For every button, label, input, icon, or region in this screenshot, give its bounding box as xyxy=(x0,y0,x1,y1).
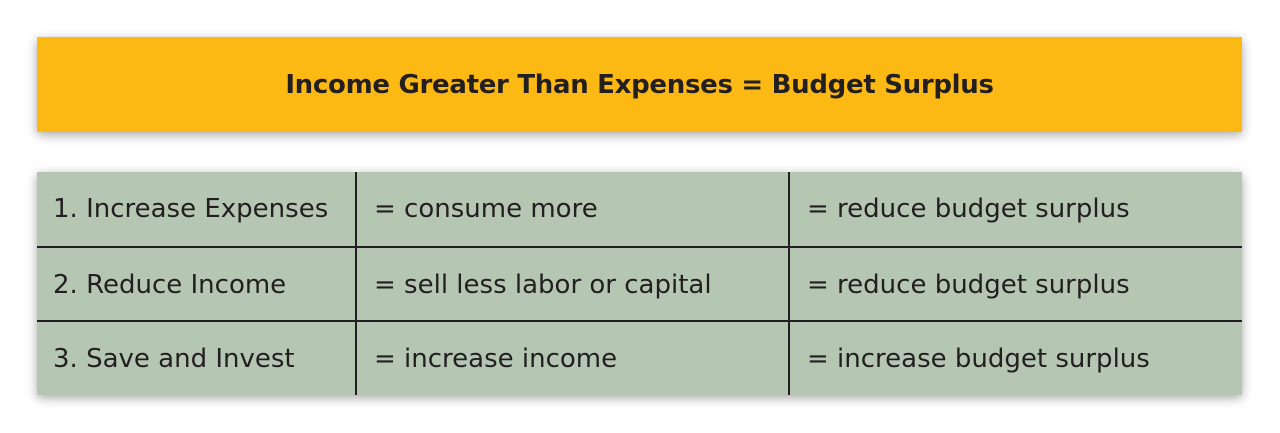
table-cell-result: = reduce budget surplus xyxy=(807,194,1130,224)
column-divider xyxy=(788,172,790,395)
table-cell-action: 3. Save and Invest xyxy=(53,344,295,374)
table-cell-result: = increase budget surplus xyxy=(807,344,1150,374)
budget-table: 1. Increase Expenses = consume more = re… xyxy=(37,172,1242,395)
table-cell-result: = reduce budget surplus xyxy=(807,270,1130,300)
table-cell-meaning: = sell less labor or capital xyxy=(374,270,712,300)
table-cell-action: 2. Reduce Income xyxy=(53,270,287,300)
table-cell-meaning: = consume more xyxy=(374,194,598,224)
table-row: 3. Save and Invest = increase income = i… xyxy=(37,320,1242,396)
column-divider xyxy=(355,172,357,395)
table-row: 2. Reduce Income = sell less labor or ca… xyxy=(37,246,1242,322)
table-cell-action: 1. Increase Expenses xyxy=(53,194,329,224)
page-title: Income Greater Than Expenses = Budget Su… xyxy=(285,69,994,100)
table-cell-meaning: = increase income xyxy=(374,344,618,374)
table-row: 1. Increase Expenses = consume more = re… xyxy=(37,172,1242,246)
title-banner: Income Greater Than Expenses = Budget Su… xyxy=(37,37,1242,132)
